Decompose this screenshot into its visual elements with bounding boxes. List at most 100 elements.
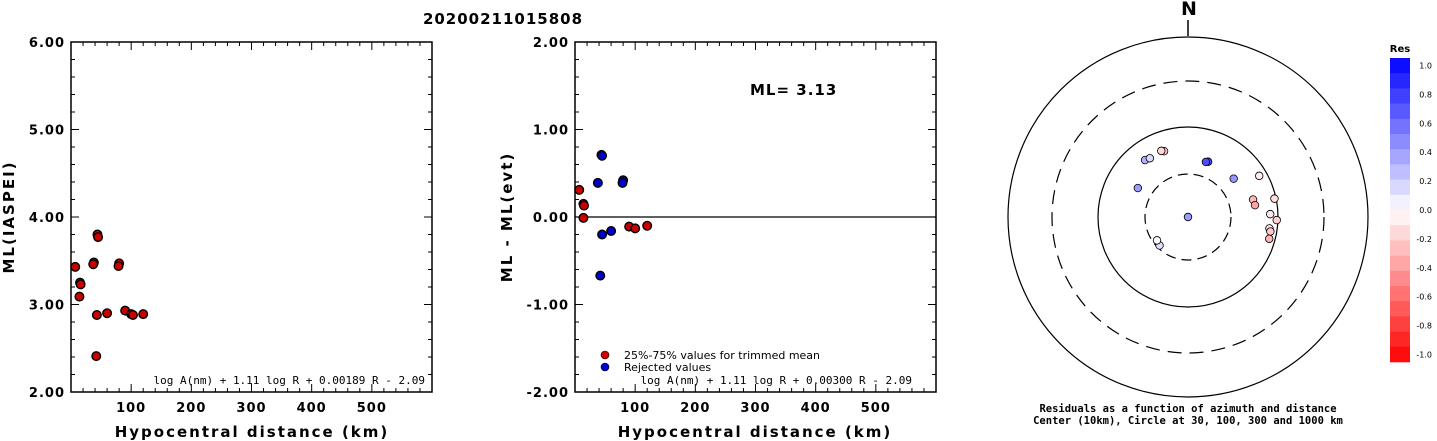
colorbar-cell bbox=[1390, 286, 1410, 302]
x-tick-label: 100 bbox=[116, 401, 146, 416]
formula-text: log A(nm) + 1.11 log R + 0.00300 R - 2.0… bbox=[640, 374, 912, 387]
colorbar-label: -0.8 bbox=[1416, 322, 1432, 331]
data-point bbox=[75, 279, 86, 290]
colorbar-cell bbox=[1390, 240, 1410, 256]
data-point bbox=[597, 229, 608, 240]
y-tick-labels: 2.00 3.00 4.00 5.00 6.00 bbox=[29, 36, 65, 401]
colorbar-cell bbox=[1390, 255, 1410, 272]
ticks bbox=[574, 41, 937, 393]
data-point bbox=[606, 225, 617, 236]
legend-marker-trimmed bbox=[600, 350, 610, 360]
residual-point bbox=[1145, 154, 1155, 163]
colorbar-cell bbox=[1390, 58, 1410, 74]
x-tick-label: 300 bbox=[740, 401, 770, 416]
x-tick-label: 500 bbox=[861, 401, 891, 416]
colorbar-cell bbox=[1390, 194, 1410, 211]
data-points bbox=[70, 229, 149, 362]
colorbar-cell bbox=[1390, 164, 1410, 180]
ml-vs-distance-panel: 2.00 3.00 4.00 5.00 6.00 100 200 300 400 500 ML(… bbox=[0, 36, 433, 441]
data-point bbox=[74, 291, 85, 302]
ticks bbox=[70, 41, 433, 393]
data-point bbox=[102, 308, 113, 319]
y-tick-label: 6.00 bbox=[29, 36, 65, 51]
x-tick-label: 400 bbox=[801, 401, 831, 416]
colorbar-cell bbox=[1390, 73, 1410, 89]
residual-point bbox=[1157, 146, 1166, 156]
caption-line-2: Center (10km), Circle at 30, 100, 300 an… bbox=[1033, 415, 1343, 427]
data-point bbox=[91, 351, 102, 362]
y-tick-label: -2.00 bbox=[527, 386, 569, 401]
data-point bbox=[578, 212, 589, 223]
y-tick-label: 4.00 bbox=[29, 211, 65, 226]
colorbar-cell bbox=[1390, 179, 1410, 196]
data-points bbox=[574, 149, 653, 281]
data-point bbox=[617, 177, 628, 188]
formula-text: log A(nm) + 1.11 log R + 0.00189 R - 2.0… bbox=[153, 374, 425, 387]
data-point bbox=[595, 270, 606, 281]
residual-point bbox=[1270, 194, 1279, 203]
y-axis-title: ML(IASPEI) bbox=[0, 160, 18, 273]
legend-label-trimmed: 25%-75% values for trimmed mean bbox=[624, 349, 820, 362]
colorbar-labels: 1.0 0.8 0.6 0.4 0.2 0.0 -0.2 -0.4 -0.6 -0.8 -1.0 bbox=[1416, 62, 1432, 360]
colorbar-label: 0.4 bbox=[1419, 148, 1432, 157]
y-tick-label: 0.00 bbox=[533, 211, 569, 226]
data-point bbox=[574, 184, 585, 195]
colorbar-label: -0.4 bbox=[1416, 264, 1432, 273]
residual-point bbox=[1250, 200, 1260, 210]
colorbar-cell bbox=[1390, 301, 1410, 317]
colorbar-cell bbox=[1390, 103, 1410, 120]
residual-points bbox=[1133, 146, 1281, 250]
colorbar-label: 1.0 bbox=[1419, 62, 1432, 71]
x-axis-title: Hypocentral distance (km) bbox=[618, 423, 893, 441]
y-axis-title: ML - ML(evt) bbox=[498, 152, 516, 282]
data-point bbox=[127, 310, 138, 321]
data-point bbox=[579, 200, 590, 211]
x-tick-label: 300 bbox=[236, 401, 266, 416]
y-tick-labels: -2.00 -1.00 0.00 1.00 2.00 bbox=[527, 36, 569, 401]
x-axis-title: Hypocentral distance (km) bbox=[115, 423, 390, 441]
azimuth-distance-panel: N Residuals as a function of azimuth and… bbox=[1007, 0, 1369, 427]
colorbar-label: 0.0 bbox=[1419, 206, 1432, 215]
data-point bbox=[597, 150, 608, 161]
x-tick-label: 100 bbox=[620, 401, 650, 416]
data-point bbox=[642, 220, 653, 231]
legend-label-rejected: Rejected values bbox=[624, 361, 711, 374]
y-tick-label: 2.00 bbox=[29, 386, 65, 401]
residual-point bbox=[1265, 209, 1275, 219]
page-title: 20200211015808 bbox=[423, 10, 583, 28]
colorbar-cell bbox=[1390, 88, 1410, 104]
colorbar-label: 0.6 bbox=[1419, 119, 1432, 128]
residual-point bbox=[1272, 215, 1281, 225]
colorbar-label: 0.2 bbox=[1419, 177, 1432, 186]
data-point bbox=[88, 259, 99, 270]
colorbar-cell bbox=[1390, 270, 1410, 287]
residual-point bbox=[1229, 174, 1238, 183]
y-tick-label: 2.00 bbox=[533, 36, 569, 51]
residual-colorbar: Res 1.0 0.8 0.6 0.4 0.2 0.0 -0.2 -0.4 -0.6 -0.8 -1… bbox=[1390, 44, 1432, 363]
residual-point bbox=[1152, 236, 1162, 245]
north-label: N bbox=[1181, 0, 1197, 20]
y-tick-label: 1.00 bbox=[533, 124, 569, 139]
plot-frame bbox=[70, 41, 433, 393]
colorbar-label: -0.2 bbox=[1416, 235, 1432, 244]
legend-marker-rejected bbox=[600, 362, 610, 372]
x-tick-labels: 100 200 300 400 500 bbox=[620, 401, 891, 416]
ring-300km bbox=[1051, 80, 1325, 354]
data-point bbox=[592, 177, 603, 188]
x-tick-label: 500 bbox=[357, 401, 387, 416]
residual-point bbox=[1265, 234, 1274, 243]
colorbar-cells bbox=[1390, 58, 1410, 363]
residual-vs-distance-panel: -2.00 -1.00 0.00 1.00 2.00 100 200 300 400 500 M… bbox=[498, 36, 937, 441]
data-point bbox=[91, 310, 102, 321]
data-point bbox=[93, 232, 104, 243]
ring-1000km bbox=[1007, 36, 1369, 398]
residual-point bbox=[1255, 171, 1264, 181]
colorbar-cell bbox=[1390, 225, 1410, 241]
x-tick-label: 200 bbox=[176, 401, 206, 416]
data-point bbox=[113, 261, 124, 272]
ml-value-label: ML= 3.13 bbox=[750, 81, 837, 99]
colorbar-cell bbox=[1390, 331, 1410, 348]
ring-30km bbox=[1144, 173, 1232, 261]
x-tick-label: 200 bbox=[680, 401, 710, 416]
